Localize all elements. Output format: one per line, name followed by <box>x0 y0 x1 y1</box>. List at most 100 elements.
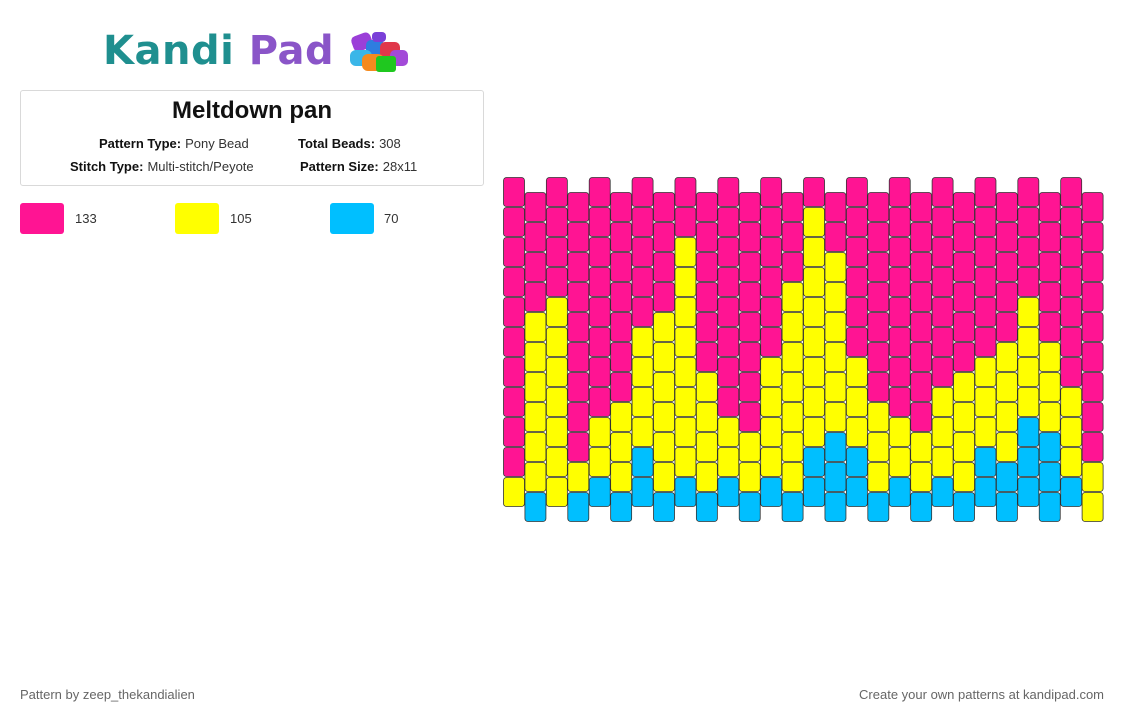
bead-pink <box>760 207 783 237</box>
bead-blue <box>653 492 675 522</box>
bead-yellow <box>867 462 890 492</box>
bead-yellow <box>545 357 568 387</box>
bead-yellow <box>524 462 547 492</box>
bead-pink <box>653 222 675 252</box>
bead-yellow <box>653 402 675 432</box>
bead-pink <box>738 312 761 342</box>
bead-blue <box>953 492 975 522</box>
pattern-size-label: Pattern Size: <box>300 159 379 174</box>
bead-pink <box>974 207 997 237</box>
bead-blue <box>974 447 997 477</box>
logo-word-pad: Pad <box>248 28 335 74</box>
bead-pink <box>953 342 975 372</box>
bead-blue <box>1017 447 1040 477</box>
bead-yellow <box>610 402 633 432</box>
bead-pink <box>888 387 911 417</box>
bead-pink <box>503 327 525 357</box>
bead-pink <box>567 372 590 402</box>
color-count-yellow: 105 <box>230 211 252 226</box>
bead-pink <box>524 252 547 282</box>
bead-pink <box>588 177 611 207</box>
kandi-pad-logo[interactable]: Kandi Pad <box>103 26 422 76</box>
stitch-type-label: Stitch Type: <box>70 159 144 174</box>
bead-pink <box>503 297 525 327</box>
bead-blue <box>631 477 654 507</box>
bead-pink <box>503 207 525 237</box>
bead-yellow <box>781 432 804 462</box>
bead-yellow <box>824 372 847 402</box>
bead-pink <box>781 222 804 252</box>
bead-blue <box>1038 432 1061 462</box>
bead-yellow <box>781 372 804 402</box>
bead-yellow <box>1038 372 1061 402</box>
create-patterns-link[interactable]: Create your own patterns at kandipad.com <box>859 687 1104 702</box>
bead-pink <box>567 402 590 432</box>
bead-pink <box>567 312 590 342</box>
bead-yellow <box>1081 462 1104 492</box>
bead-yellow <box>717 417 740 447</box>
bead-yellow <box>1017 357 1040 387</box>
bead-pink <box>524 222 547 252</box>
bead-pink <box>1081 432 1104 462</box>
bead-pink <box>610 252 633 282</box>
bead-pink <box>931 237 954 267</box>
bead-pink <box>953 312 975 342</box>
bead-yellow <box>824 312 847 342</box>
bead-blue <box>610 492 633 522</box>
bead-yellow <box>545 387 568 417</box>
bead-yellow <box>695 462 718 492</box>
bead-pink <box>503 357 525 387</box>
bead-yellow <box>867 432 890 462</box>
bead-pink <box>545 267 568 297</box>
bead-pink <box>545 237 568 267</box>
bead-pink <box>995 192 1018 222</box>
bead-pink <box>845 177 868 207</box>
bead-yellow <box>995 402 1018 432</box>
bead-pink <box>931 267 954 297</box>
bead-yellow <box>717 447 740 477</box>
bead-yellow <box>653 342 675 372</box>
bead-yellow <box>803 387 825 417</box>
bead-yellow <box>845 387 868 417</box>
bead-pink <box>931 177 954 207</box>
bead-pink <box>910 252 933 282</box>
bead-pink <box>717 177 740 207</box>
bead-pink <box>1081 372 1104 402</box>
bead-blue <box>738 492 761 522</box>
bead-blue <box>995 462 1018 492</box>
bead-yellow <box>888 417 911 447</box>
bead-pink <box>1017 177 1040 207</box>
bead-pink <box>1017 237 1040 267</box>
bead-pink <box>845 207 868 237</box>
bead-pink <box>610 192 633 222</box>
bead-pink <box>503 447 525 477</box>
bead-blue <box>631 447 654 477</box>
bead-pink <box>610 342 633 372</box>
bead-pink <box>588 237 611 267</box>
bead-blue <box>781 492 804 522</box>
bead-yellow <box>695 432 718 462</box>
bead-pink <box>567 252 590 282</box>
bead-blue <box>845 447 868 477</box>
bead-pink <box>1038 312 1061 342</box>
bead-pink <box>567 432 590 462</box>
bead-pink <box>1060 267 1083 297</box>
bead-blue <box>974 477 997 507</box>
bead-pink <box>867 192 890 222</box>
bead-blue <box>760 477 783 507</box>
bead-pink <box>931 297 954 327</box>
bead-yellow <box>631 357 654 387</box>
bead-yellow <box>824 402 847 432</box>
bead-pink <box>674 177 697 207</box>
bead-blue <box>1038 462 1061 492</box>
bead-pink <box>953 222 975 252</box>
bead-pink <box>760 267 783 297</box>
bead-pattern-grid <box>503 177 1104 522</box>
bead-blue <box>867 492 890 522</box>
bead-yellow <box>995 432 1018 462</box>
bead-pink <box>974 177 997 207</box>
bead-blue <box>803 477 825 507</box>
bead-pink <box>803 177 825 207</box>
bead-pink <box>867 222 890 252</box>
bead-yellow <box>953 372 975 402</box>
